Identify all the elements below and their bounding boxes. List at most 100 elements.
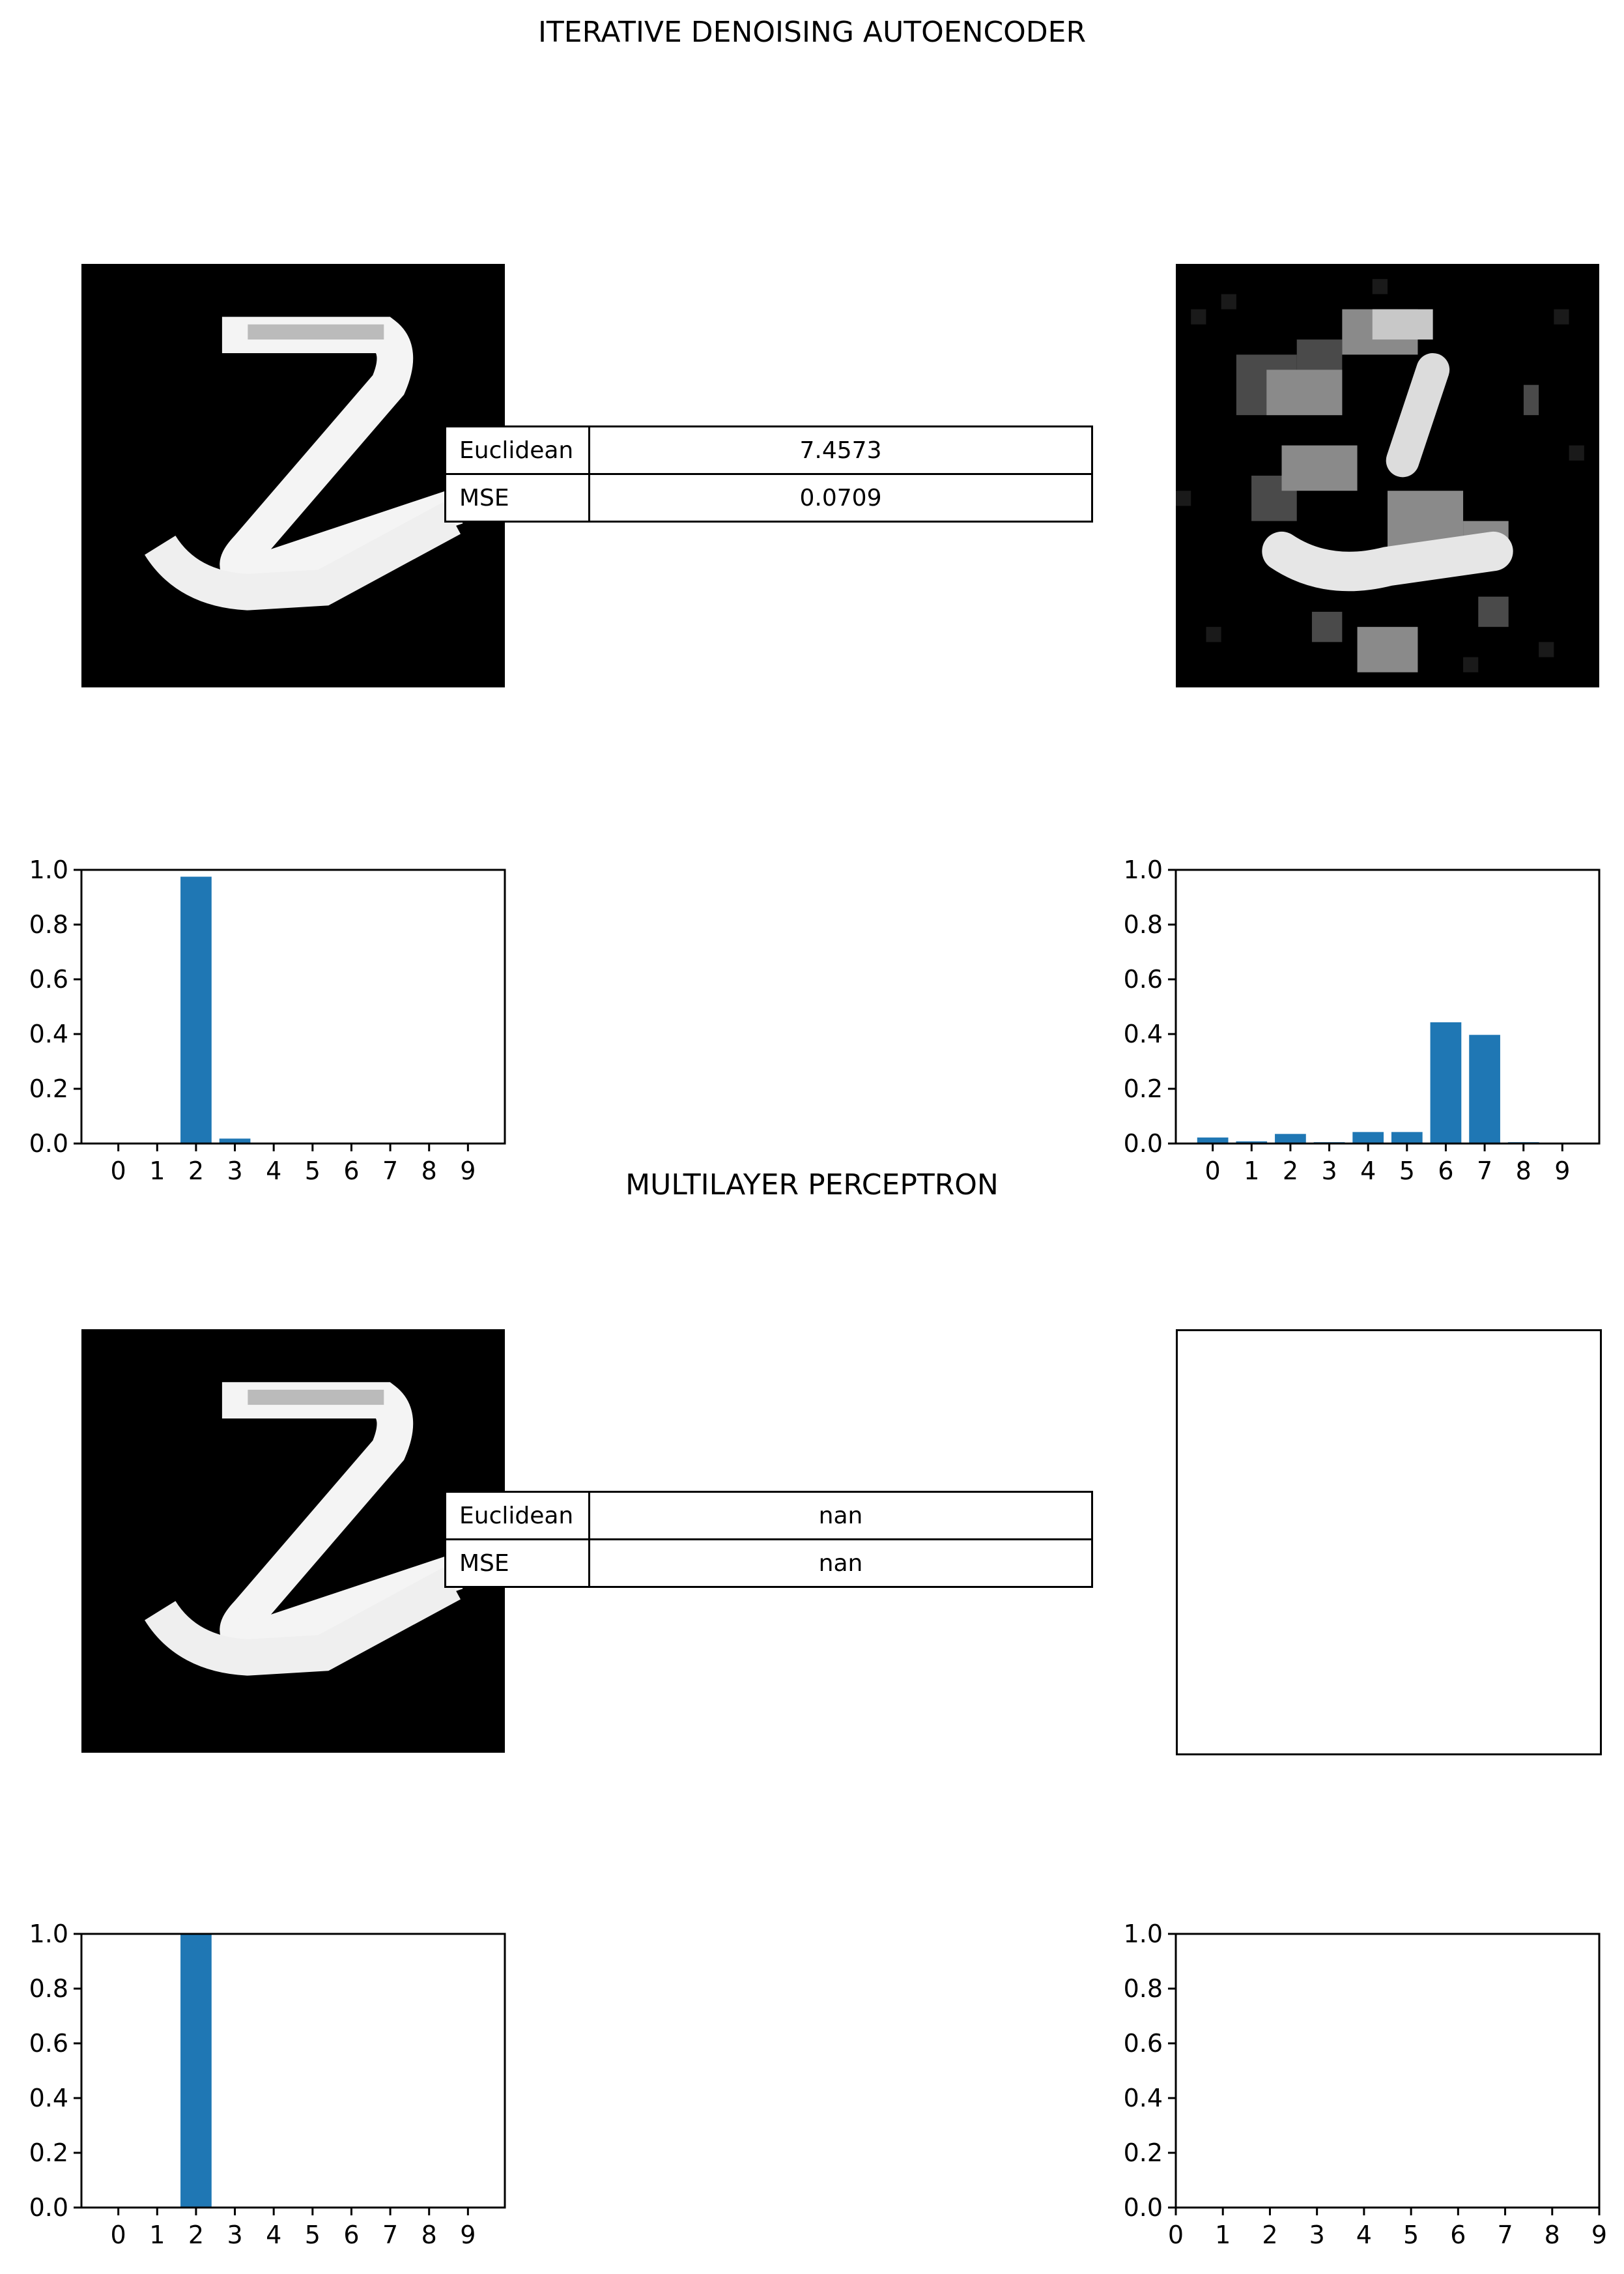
y-tick-label: 0.2: [1124, 1074, 1163, 1103]
y-tick-label: 0.0: [29, 1129, 68, 1158]
metric-label: Euclidean: [444, 1491, 590, 1540]
x-tick-label: 7: [382, 1157, 398, 1185]
x-tick-label: 0: [1205, 1157, 1221, 1185]
y-tick-label: 0.2: [1124, 2138, 1163, 2167]
x-tick-label: 7: [1497, 2221, 1513, 2249]
bar-0: [1197, 1137, 1229, 1144]
y-tick-label: 0.6: [29, 2029, 68, 2058]
metric-value: nan: [588, 1491, 1093, 1540]
x-tick-label: 9: [460, 1157, 476, 1185]
bar-7: [1469, 1035, 1500, 1144]
x-tick-label: 5: [1399, 1157, 1415, 1185]
x-tick-label: 4: [266, 1157, 281, 1185]
y-tick-label: 0.4: [1124, 1020, 1163, 1048]
axes-frame: [1175, 869, 1601, 1145]
y-tick-label: 0.2: [29, 2138, 68, 2167]
x-tick-label: 0: [111, 1157, 126, 1185]
x-tick-label: 5: [305, 1157, 321, 1185]
y-tick-label: 0.2: [29, 1074, 68, 1103]
y-tick-label: 1.0: [29, 856, 68, 884]
x-tick-label: 5: [305, 2221, 321, 2249]
x-tick-label: 6: [1450, 2221, 1466, 2249]
y-tick-label: 0.0: [1124, 1129, 1163, 1158]
x-tick-label: 1: [149, 2221, 165, 2249]
y-tick-label: 0.6: [29, 965, 68, 994]
x-tick-label: 2: [1283, 1157, 1298, 1185]
bar-6: [1430, 1022, 1462, 1144]
metric-label: MSE: [444, 1538, 590, 1588]
y-tick-label: 0.8: [29, 910, 68, 939]
metric-label: MSE: [444, 473, 590, 523]
input-digit-image-perceptron: [81, 1329, 505, 1753]
x-tick-label: 6: [343, 1157, 359, 1185]
metrics-table-perceptron: Euclidean nan MSE nan: [444, 1491, 1093, 1588]
x-tick-label: 7: [382, 2221, 398, 2249]
y-tick-label: 0.6: [1124, 2029, 1163, 2058]
x-tick-label: 7: [1477, 1157, 1492, 1185]
bar-chart-autoencoder-reconstruction: 0.0 0.2 0.4 0.6 0.8 1.0 0 1 2 3 4 5 6 7 8 9: [1124, 856, 1601, 1185]
bar-2: [1275, 1134, 1306, 1144]
empty-reconstruction-axes-perceptron: [1176, 1329, 1602, 1755]
bar-1: [1236, 1141, 1268, 1144]
section-title-perceptron: MULTILAYER PERCEPTRON: [625, 1168, 999, 1202]
metric-value: nan: [588, 1538, 1093, 1588]
metric-row-mse: MSE nan: [444, 1538, 1093, 1588]
metric-row-euclidean: Euclidean 7.4573: [444, 425, 1093, 475]
x-tick-label: 8: [1516, 1157, 1531, 1185]
y-tick-label: 0.8: [1124, 910, 1163, 939]
bar-3: [219, 1138, 251, 1144]
axes-frame: [80, 869, 506, 1145]
bar-4: [1352, 1132, 1384, 1144]
metric-value: 7.4573: [588, 425, 1093, 475]
reconstructed-digit-image-autoencoder: [1176, 264, 1599, 687]
bar-2: [180, 876, 212, 1144]
y-tick-label: 1.0: [1124, 856, 1163, 884]
x-tick-label: 6: [1438, 1157, 1453, 1185]
y-tick-label: 1.0: [29, 1920, 68, 1948]
y-tick-label: 0.8: [1124, 1974, 1163, 2003]
metric-row-euclidean: Euclidean nan: [444, 1491, 1093, 1540]
x-tick-label: 8: [421, 1157, 437, 1185]
x-tick-label: 2: [188, 2221, 204, 2249]
bar-chart-perceptron-input: 0.0 0.2 0.4 0.6 0.8 1.0 0 1 2 3 4 5 6 7 8 9: [29, 1920, 506, 2249]
x-tick-label: 6: [343, 2221, 359, 2249]
x-tick-label: 4: [1356, 2221, 1372, 2249]
x-tick-label: 3: [227, 2221, 242, 2249]
y-tick-label: 0.4: [29, 1020, 68, 1048]
y-tick-label: 0.0: [1124, 2193, 1163, 2222]
x-tick-label: 9: [1554, 1157, 1570, 1185]
y-tick-label: 0.8: [29, 1974, 68, 2003]
metrics-table-autoencoder: Euclidean 7.4573 MSE 0.0709: [444, 425, 1093, 523]
axes-frame: [1175, 1933, 1601, 2209]
metric-value: 0.0709: [588, 473, 1093, 523]
y-tick-label: 0.6: [1124, 965, 1163, 994]
section-title-autoencoder: ITERATIVE DENOISING AUTOENCODER: [537, 16, 1087, 49]
input-digit-image-autoencoder: [81, 264, 505, 687]
bar-chart-perceptron-reconstruction: 0.0 0.2 0.4 0.6 0.8 1.0 0 1 2 3 4 5 6 7 8 9: [1124, 1920, 1608, 2249]
axes-frame: [80, 1933, 506, 2209]
metric-label: Euclidean: [444, 425, 590, 475]
y-tick-label: 0.4: [1124, 2084, 1163, 2112]
x-tick-label: 1: [149, 1157, 165, 1185]
x-tick-label: 8: [421, 2221, 437, 2249]
x-tick-label: 1: [1215, 2221, 1231, 2249]
x-tick-label: 3: [1321, 1157, 1337, 1185]
x-tick-label: 4: [266, 2221, 281, 2249]
x-tick-label: 3: [1309, 2221, 1325, 2249]
y-tick-label: 0.0: [29, 2193, 68, 2222]
x-tick-label: 8: [1545, 2221, 1560, 2249]
x-tick-label: 2: [1262, 2221, 1277, 2249]
x-tick-label: 2: [188, 1157, 204, 1185]
x-tick-label: 4: [1360, 1157, 1376, 1185]
y-tick-label: 1.0: [1124, 1920, 1163, 1948]
bar-chart-autoencoder-input: 0.0 0.2 0.4 0.6 0.8 1.0 0 1 2 3 4 5 6 7 8 9: [29, 856, 506, 1185]
x-tick-label: 0: [1168, 2221, 1184, 2249]
x-tick-label: 5: [1403, 2221, 1419, 2249]
x-tick-label: 1: [1244, 1157, 1259, 1185]
x-tick-label: 9: [1591, 2221, 1607, 2249]
metric-row-mse: MSE 0.0709: [444, 473, 1093, 523]
bar-5: [1391, 1132, 1423, 1144]
y-tick-label: 0.4: [29, 2084, 68, 2112]
x-tick-label: 0: [111, 2221, 126, 2249]
x-tick-label: 9: [460, 2221, 476, 2249]
